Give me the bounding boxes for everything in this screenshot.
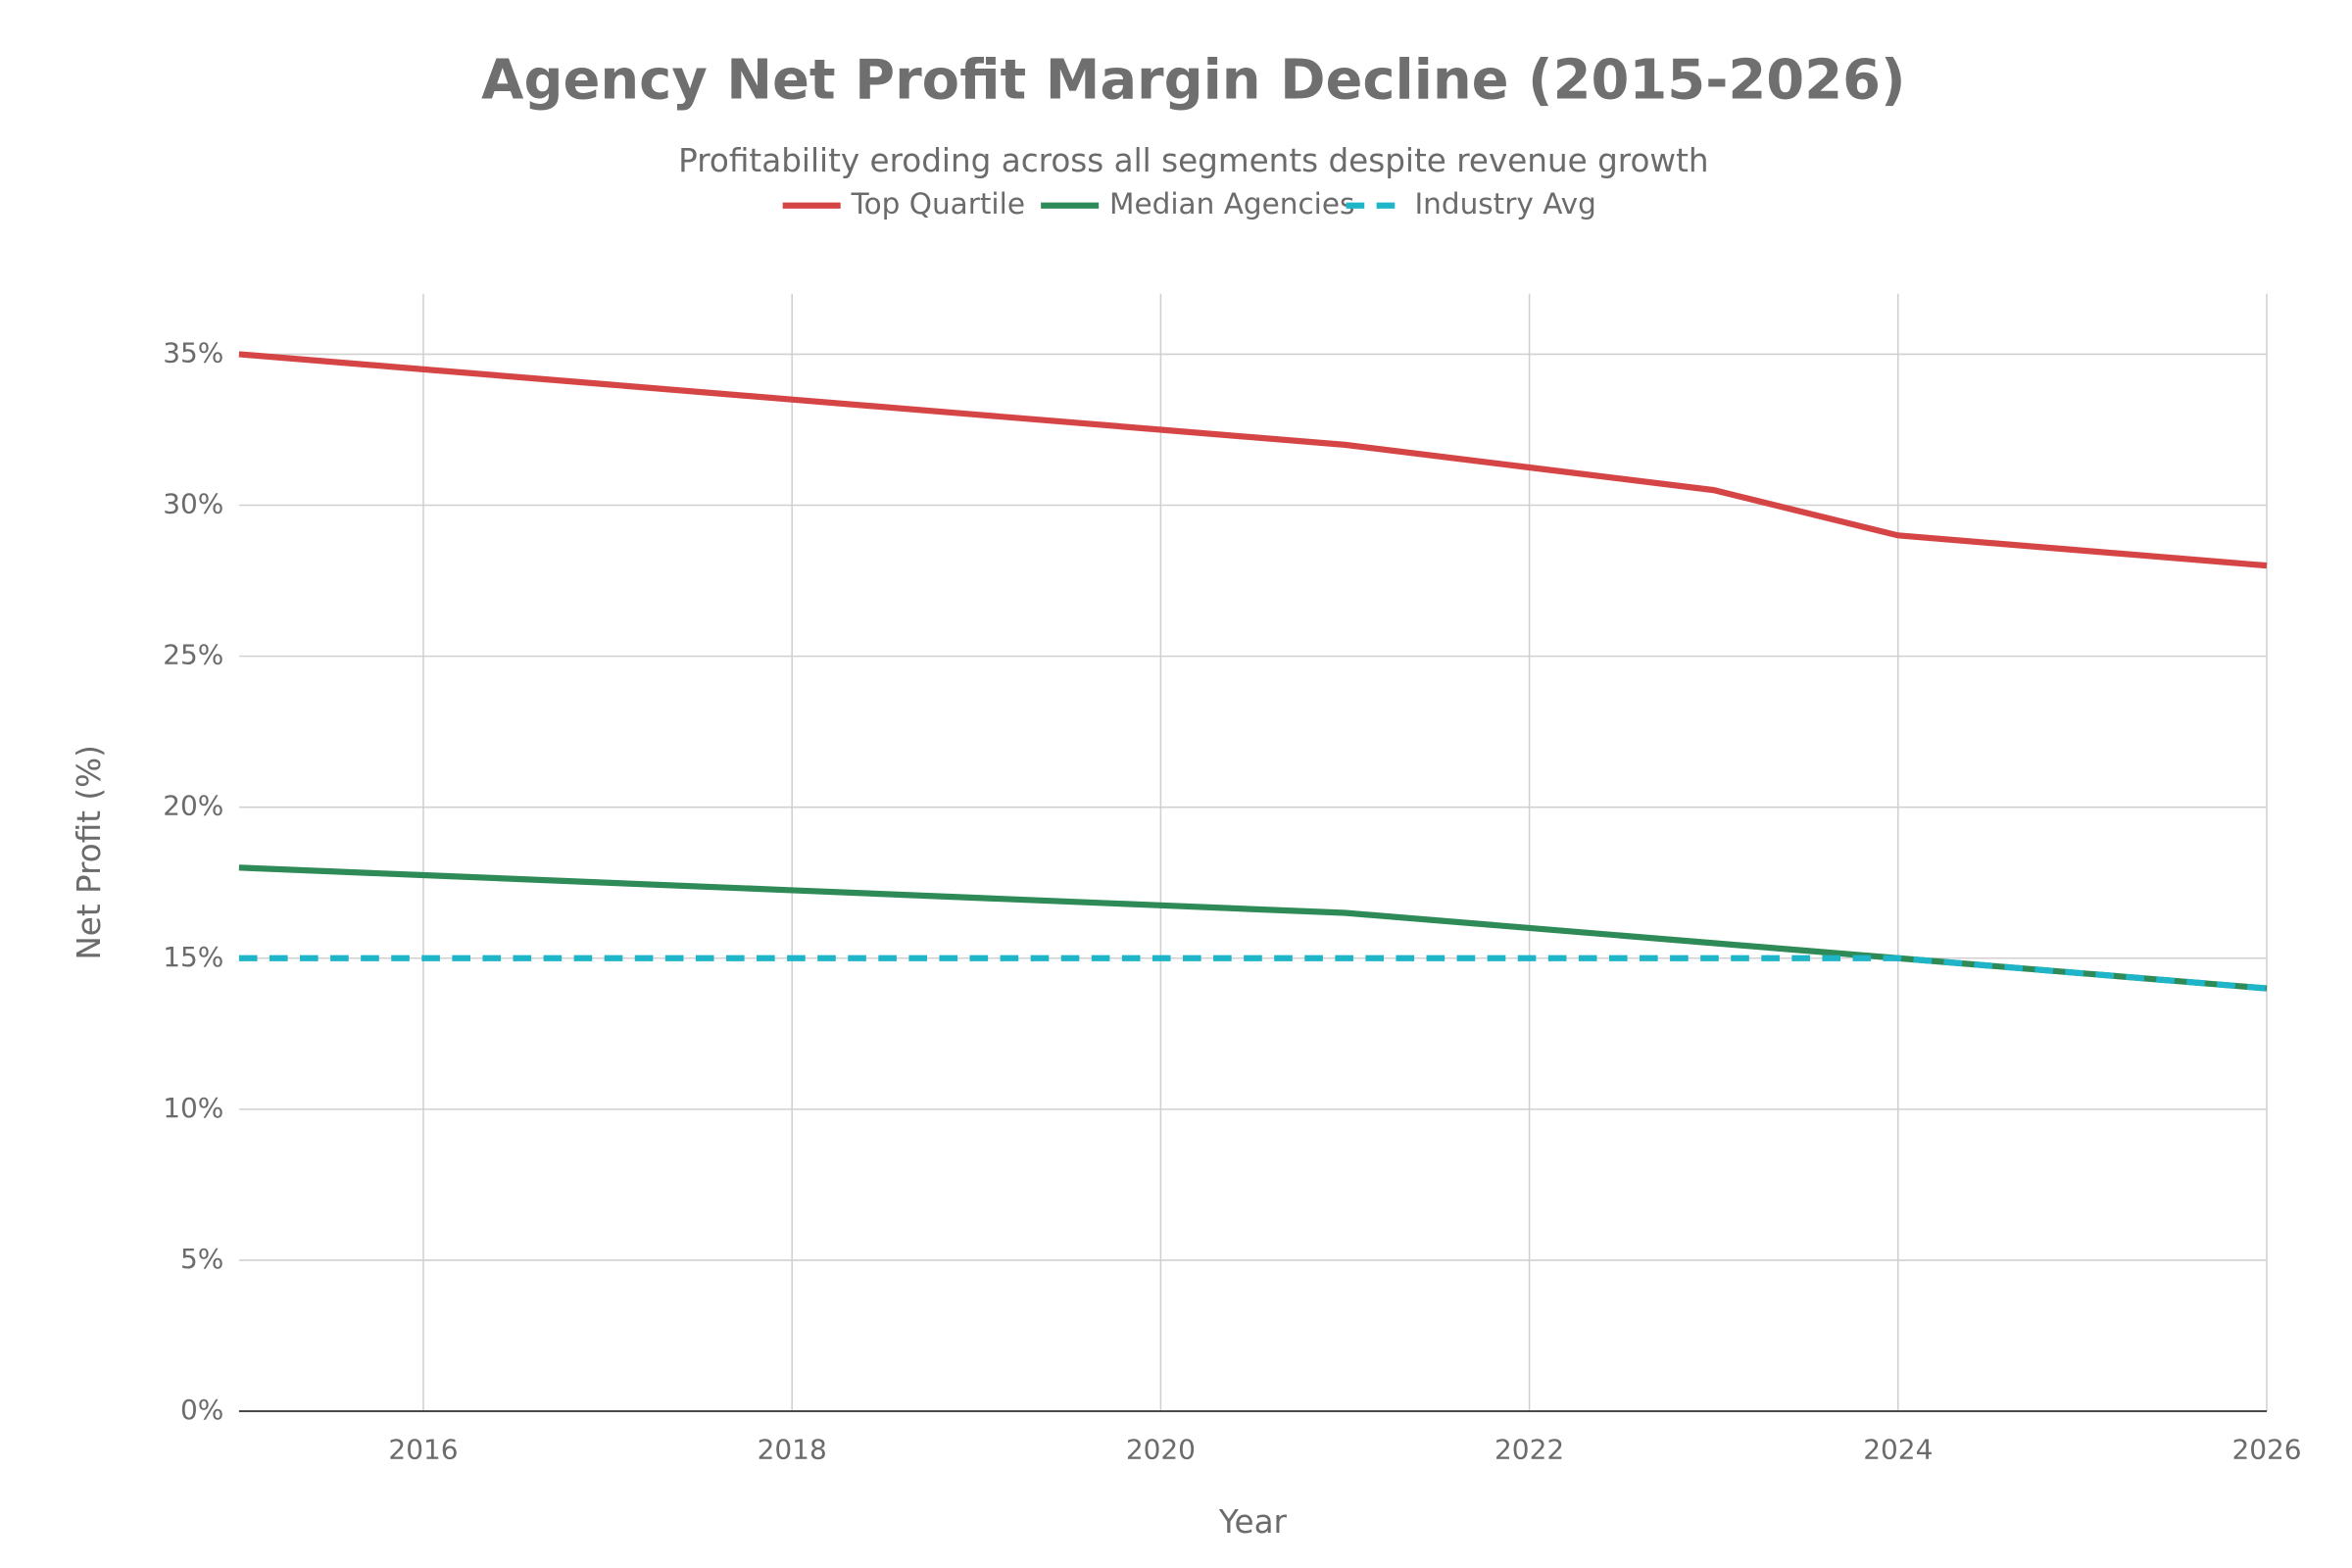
- y-tick-label: 30%: [163, 488, 223, 520]
- x-tick-label: 2020: [1126, 1433, 1196, 1465]
- data-line: [238, 351, 2268, 569]
- chart-subtitle: Profitability eroding across all segment…: [678, 142, 1708, 179]
- y-tick-label: 5%: [180, 1243, 223, 1275]
- y-tick-label: 15%: [163, 941, 223, 973]
- y-tick-label: 0%: [180, 1394, 223, 1426]
- y-tick-label: 10%: [163, 1092, 223, 1124]
- y-axis-title: Net Profit (%): [71, 745, 108, 959]
- data-line: [238, 864, 2268, 992]
- x-tick-label: 2024: [1863, 1433, 1933, 1465]
- legend-label: Median Agencies: [1109, 187, 1354, 220]
- legend-label: Top Quartile: [851, 187, 1025, 220]
- y-tick-label: 20%: [163, 790, 223, 822]
- y-tick-label: 25%: [163, 639, 223, 671]
- y-tick-label: 35%: [163, 336, 223, 368]
- x-axis-title: Year: [1218, 1503, 1288, 1541]
- x-tick-label: 2018: [758, 1433, 827, 1465]
- x-tick-label: 2026: [2231, 1433, 2301, 1465]
- chart-title: Agency Net Profit Margin Decline (2015-2…: [481, 49, 1905, 113]
- x-tick-label: 2016: [388, 1433, 458, 1465]
- x-tick-label: 2022: [1494, 1433, 1564, 1465]
- data-line: [238, 955, 2268, 992]
- legend-label: Industry Avg: [1414, 187, 1595, 220]
